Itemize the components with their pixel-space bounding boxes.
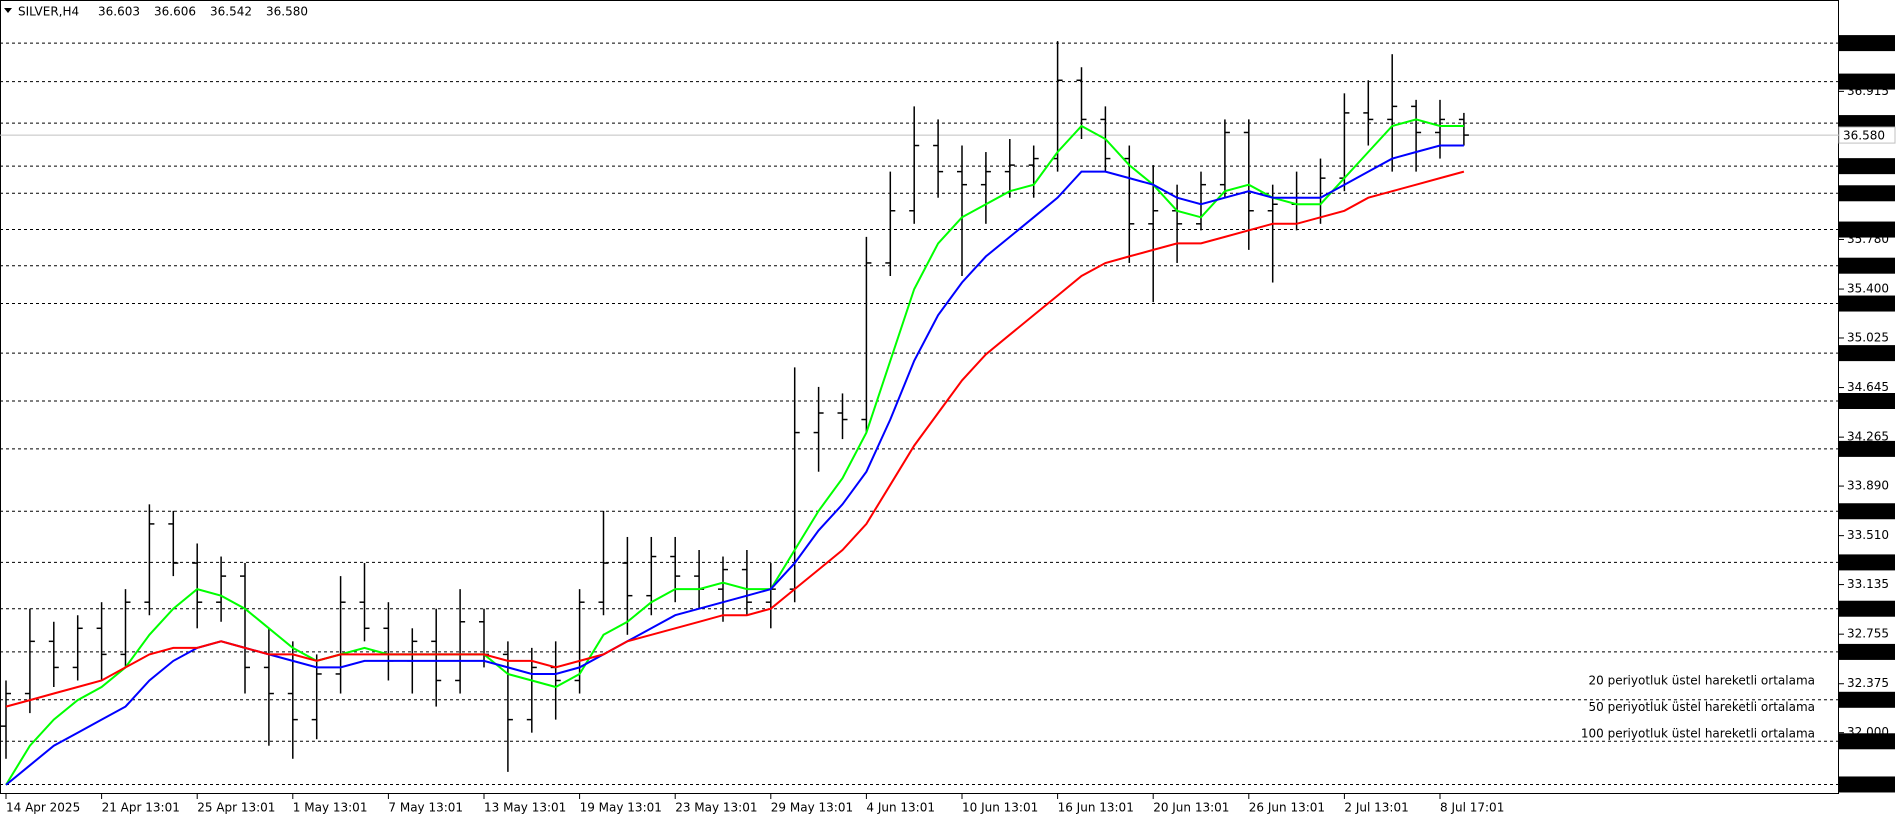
level-label-box — [1839, 691, 1895, 708]
x-tick-label: 26 Jun 13:01 — [1249, 801, 1325, 815]
level-label: 36.990 — [1843, 75, 1885, 89]
level-label: 36.342 — [1843, 160, 1885, 174]
level-label-box — [1839, 295, 1895, 312]
legend-entry: 100 periyotluk üstel hareketli ortalama — [1581, 727, 1815, 741]
level-label-box — [1839, 440, 1895, 457]
x-tick-label: 7 May 13:01 — [388, 801, 463, 815]
level-label: 35.579 — [1843, 259, 1885, 273]
ema-line — [5, 118, 1464, 786]
legend-entry: 20 periyotluk üstel hareketli ortalama — [1589, 674, 1815, 688]
level-label: 34.542 — [1843, 395, 1885, 409]
level-label: 33.305 — [1843, 556, 1885, 570]
plot-frame — [0, 0, 1839, 794]
level-label: 35.289 — [1843, 297, 1885, 311]
level-label-box — [1839, 73, 1895, 90]
last-price-label: 36.580 — [1843, 129, 1885, 143]
level-label-box — [1839, 257, 1895, 274]
level-label-box — [1839, 554, 1895, 571]
x-tick-label: 4 Jun 13:01 — [866, 801, 935, 815]
level-label: 34.909 — [1843, 347, 1885, 361]
level-label-box — [1839, 35, 1895, 52]
level-label-box — [1839, 345, 1895, 362]
level-label: 34.175 — [1843, 442, 1885, 456]
level-label: 33.697 — [1843, 505, 1885, 519]
ema-line — [5, 170, 1465, 708]
x-tick-label: 23 May 13:01 — [675, 801, 757, 815]
y-tick-label: 33.510 — [1847, 528, 1889, 542]
x-tick-label: 25 Apr 13:01 — [197, 801, 275, 815]
x-tick-label: 20 Jun 13:01 — [1153, 801, 1229, 815]
level-label-box — [1839, 776, 1895, 793]
level-label-box — [1839, 221, 1895, 238]
x-tick-label: 19 May 13:01 — [580, 801, 662, 815]
quote-value: 36.542 — [210, 5, 252, 19]
level-label-box — [1839, 393, 1895, 410]
x-tick-label: 8 Jul 17:01 — [1440, 801, 1504, 815]
y-tick-label: 33.135 — [1847, 577, 1889, 591]
quote-value: 36.580 — [266, 5, 308, 19]
x-tick-label: 29 May 13:01 — [771, 801, 853, 815]
symbol-arrow — [4, 8, 12, 13]
y-tick-label: 35.400 — [1847, 282, 1889, 296]
x-tick-label: 2 Jul 13:01 — [1344, 801, 1408, 815]
y-tick-label: 33.890 — [1847, 479, 1889, 493]
quote-value: 36.603 — [98, 5, 140, 19]
level-label: 31.934 — [1843, 735, 1885, 749]
x-tick-label: 16 Jun 13:01 — [1058, 801, 1134, 815]
y-tick-label: 32.755 — [1847, 627, 1889, 641]
y-tick-label: 32.375 — [1847, 676, 1889, 690]
x-tick-label: 10 Jun 13:01 — [962, 801, 1038, 815]
level-label: 32.252 — [1843, 693, 1885, 707]
level-label-box — [1839, 158, 1895, 175]
level-label-box — [1839, 643, 1895, 660]
level-label-box — [1839, 503, 1895, 520]
chart-title: SILVER,H4 — [18, 5, 79, 19]
level-label: 35.856 — [1843, 223, 1885, 237]
x-tick-label: 1 May 13:01 — [293, 801, 368, 815]
last-price-box — [1838, 126, 1896, 144]
y-tick-label: 34.265 — [1847, 430, 1889, 444]
level-label: 36.134 — [1843, 187, 1885, 201]
x-tick-label: 13 May 13:01 — [484, 801, 566, 815]
level-label-box — [1839, 600, 1895, 617]
level-label: 31.603 — [1843, 778, 1885, 792]
level-label: 37.285 — [1843, 37, 1885, 51]
level-label-box — [1839, 733, 1895, 750]
y-tick-label: 34.645 — [1847, 380, 1889, 394]
level-label: 32.950 — [1843, 602, 1885, 616]
x-tick-label: 21 Apr 13:01 — [102, 801, 180, 815]
legend-entry: 50 periyotluk üstel hareketli ortalama — [1589, 700, 1815, 714]
quote-value: 36.606 — [154, 5, 196, 19]
x-tick-label: 14 Apr 2025 — [6, 801, 80, 815]
level-label: 32.619 — [1843, 645, 1885, 659]
level-label-box — [1839, 185, 1895, 202]
y-tick-label: 35.025 — [1847, 330, 1889, 344]
